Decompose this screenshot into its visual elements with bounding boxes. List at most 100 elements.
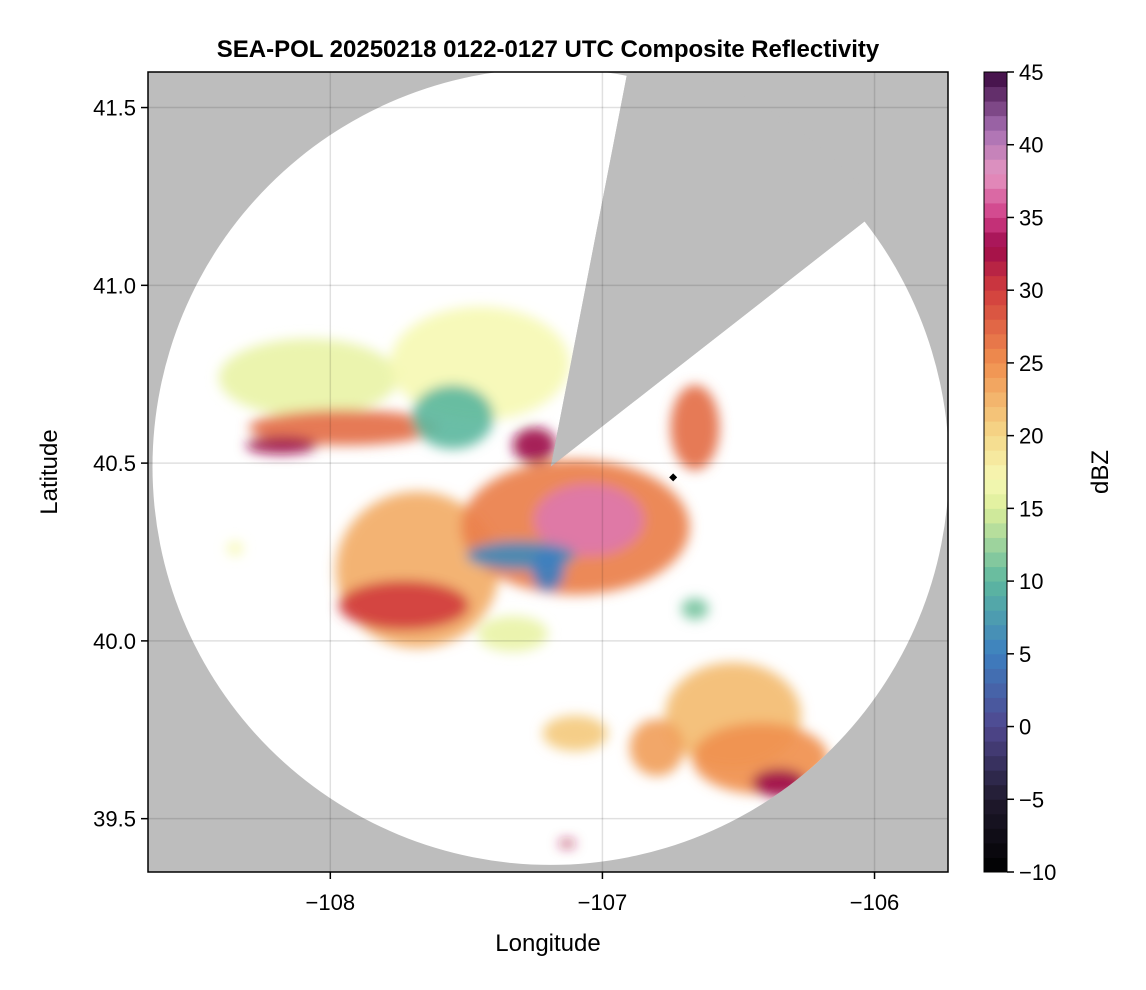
colorbar-segment (984, 246, 1007, 262)
colorbar-segment (984, 421, 1007, 437)
colorbar-segment (984, 406, 1007, 422)
colorbar-segment (984, 304, 1007, 320)
echo-south-west-cells (542, 715, 608, 752)
colorbar-segment (984, 639, 1007, 655)
grid-lines (148, 72, 948, 872)
y-axis-label: Latitude (36, 429, 63, 514)
colorbar-segment (984, 101, 1007, 117)
colorbar-segment (984, 522, 1007, 538)
colorbar-segment (984, 610, 1007, 626)
colorbar-tick-label: 10 (1019, 569, 1043, 594)
colorbar-segment (984, 479, 1007, 495)
colorbar-segment (984, 115, 1007, 131)
x-tick-label: −107 (578, 890, 628, 915)
colorbar-tick-label: −5 (1019, 787, 1044, 812)
colorbar-segment (984, 450, 1007, 466)
echo-north-central-weak (411, 384, 494, 449)
colorbar-tick-label: 25 (1019, 351, 1043, 376)
echo-south-fringe (477, 616, 548, 652)
colorbar-segment (984, 697, 1007, 713)
colorbar-tick-label: −10 (1019, 860, 1056, 885)
echo-layer (218, 306, 829, 848)
colorbar-segment (984, 130, 1007, 146)
colorbar-tick-label: 5 (1019, 642, 1031, 667)
colorbar-segment (984, 72, 1007, 88)
echo-main-complex-core (534, 484, 644, 556)
colorbar-segment (984, 435, 1007, 451)
echo-northwest-band-core (245, 436, 317, 455)
colorbar-segment (984, 784, 1007, 800)
y-axis-ticks: 39.5 40.0 40.5 41.0 41.5 (93, 96, 148, 832)
colorbar-segment (984, 726, 1007, 742)
y-tick-label: 39.5 (93, 807, 136, 832)
colorbar-segment (984, 493, 1007, 509)
colorbar-tick-label: 0 (1019, 715, 1031, 740)
colorbar-segment (984, 595, 1007, 611)
y-tick-label: 40.5 (93, 451, 136, 476)
colorbar-segment (984, 392, 1007, 408)
y-tick-label: 41.5 (93, 96, 136, 121)
colorbar-segment (984, 144, 1007, 160)
colorbar-tick-label: 30 (1019, 278, 1043, 303)
colorbar-segment (984, 770, 1007, 786)
echo-main-complex-weak-south (531, 548, 565, 592)
colorbar-segment (984, 755, 1007, 771)
colorbar-segment (984, 333, 1007, 349)
colorbar-segment (984, 290, 1007, 306)
echo-north-central-core (512, 427, 557, 464)
colorbar-label: dBZ (1087, 450, 1114, 494)
colorbar-segment (984, 319, 1007, 335)
colorbar-segment (984, 217, 1007, 233)
x-axis-ticks: −108 −107 −106 (306, 872, 900, 915)
echo-northeast-cell (670, 384, 720, 471)
colorbar-segment (984, 712, 1007, 728)
y-tick-label: 40.0 (93, 629, 136, 654)
colorbar-segment (984, 857, 1007, 873)
blocked-sector (550, 72, 881, 467)
colorbar-segment (984, 202, 1007, 218)
colorbar-segment (984, 464, 1007, 480)
echo-northwest-stratiform (218, 338, 399, 417)
colorbar-segment (984, 624, 1007, 640)
echo-small-cell-east (681, 598, 709, 620)
colorbar-segment (984, 653, 1007, 669)
colorbar-tick-label: 40 (1019, 133, 1043, 158)
plot-frame (147, 71, 949, 873)
echo-small-cell-southmost (558, 840, 576, 848)
colorbar-segment (984, 508, 1007, 524)
colorbar-segment (984, 173, 1007, 189)
echo-small-cell-west (226, 541, 244, 556)
colorbar-tick-label: 15 (1019, 496, 1043, 521)
colorbar-segment (984, 552, 1007, 568)
plot-area (152, 72, 948, 865)
colorbar-tick-label: 20 (1019, 424, 1043, 449)
site-marker (669, 473, 678, 482)
colorbar-segment (984, 741, 1007, 757)
colorbar-segment (984, 362, 1007, 378)
colorbar-segment (984, 188, 1007, 204)
x-tick-label: −106 (850, 890, 900, 915)
x-tick-label: −108 (306, 890, 356, 915)
colorbar-segment (984, 566, 1007, 582)
colorbar-segment (984, 668, 1007, 684)
colorbar-segment (984, 581, 1007, 597)
colorbar-segment (984, 348, 1007, 364)
colorbar-frame (983, 71, 1008, 873)
colorbar-segment (984, 232, 1007, 248)
echo-south-cells (629, 719, 685, 776)
colorbar-segment (984, 537, 1007, 553)
colorbar: −10 −5 0 5 10 15 20 25 30 35 40 45 (983, 60, 1056, 885)
colorbar-segment (984, 261, 1007, 277)
colorbar-segment (984, 813, 1007, 829)
echo-main-complex-southwest (338, 580, 470, 631)
colorbar-segment (984, 682, 1007, 698)
chart-title: SEA-POL 20250218 0122-0127 UTC Composite… (217, 36, 880, 63)
colorbar-segment (984, 842, 1007, 858)
y-tick-label: 41.0 (93, 273, 136, 298)
colorbar-segment (984, 828, 1007, 844)
x-axis-label: Longitude (495, 930, 600, 957)
echo-northwest-band (248, 409, 440, 446)
colorbar-segment (984, 86, 1007, 102)
colorbar-tick-label: 45 (1019, 60, 1043, 85)
